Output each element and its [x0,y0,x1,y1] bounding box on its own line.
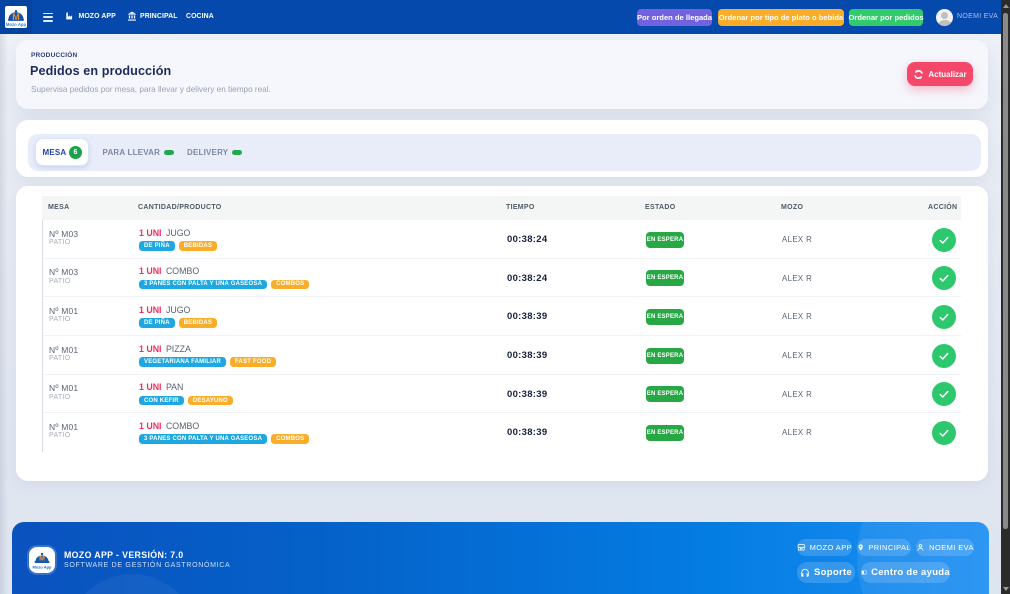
svg-text:M: M [39,556,45,563]
svg-text:Mozo App: Mozo App [6,22,27,27]
svg-text:Mozo App: Mozo App [33,565,53,570]
svg-text:M: M [12,12,20,22]
